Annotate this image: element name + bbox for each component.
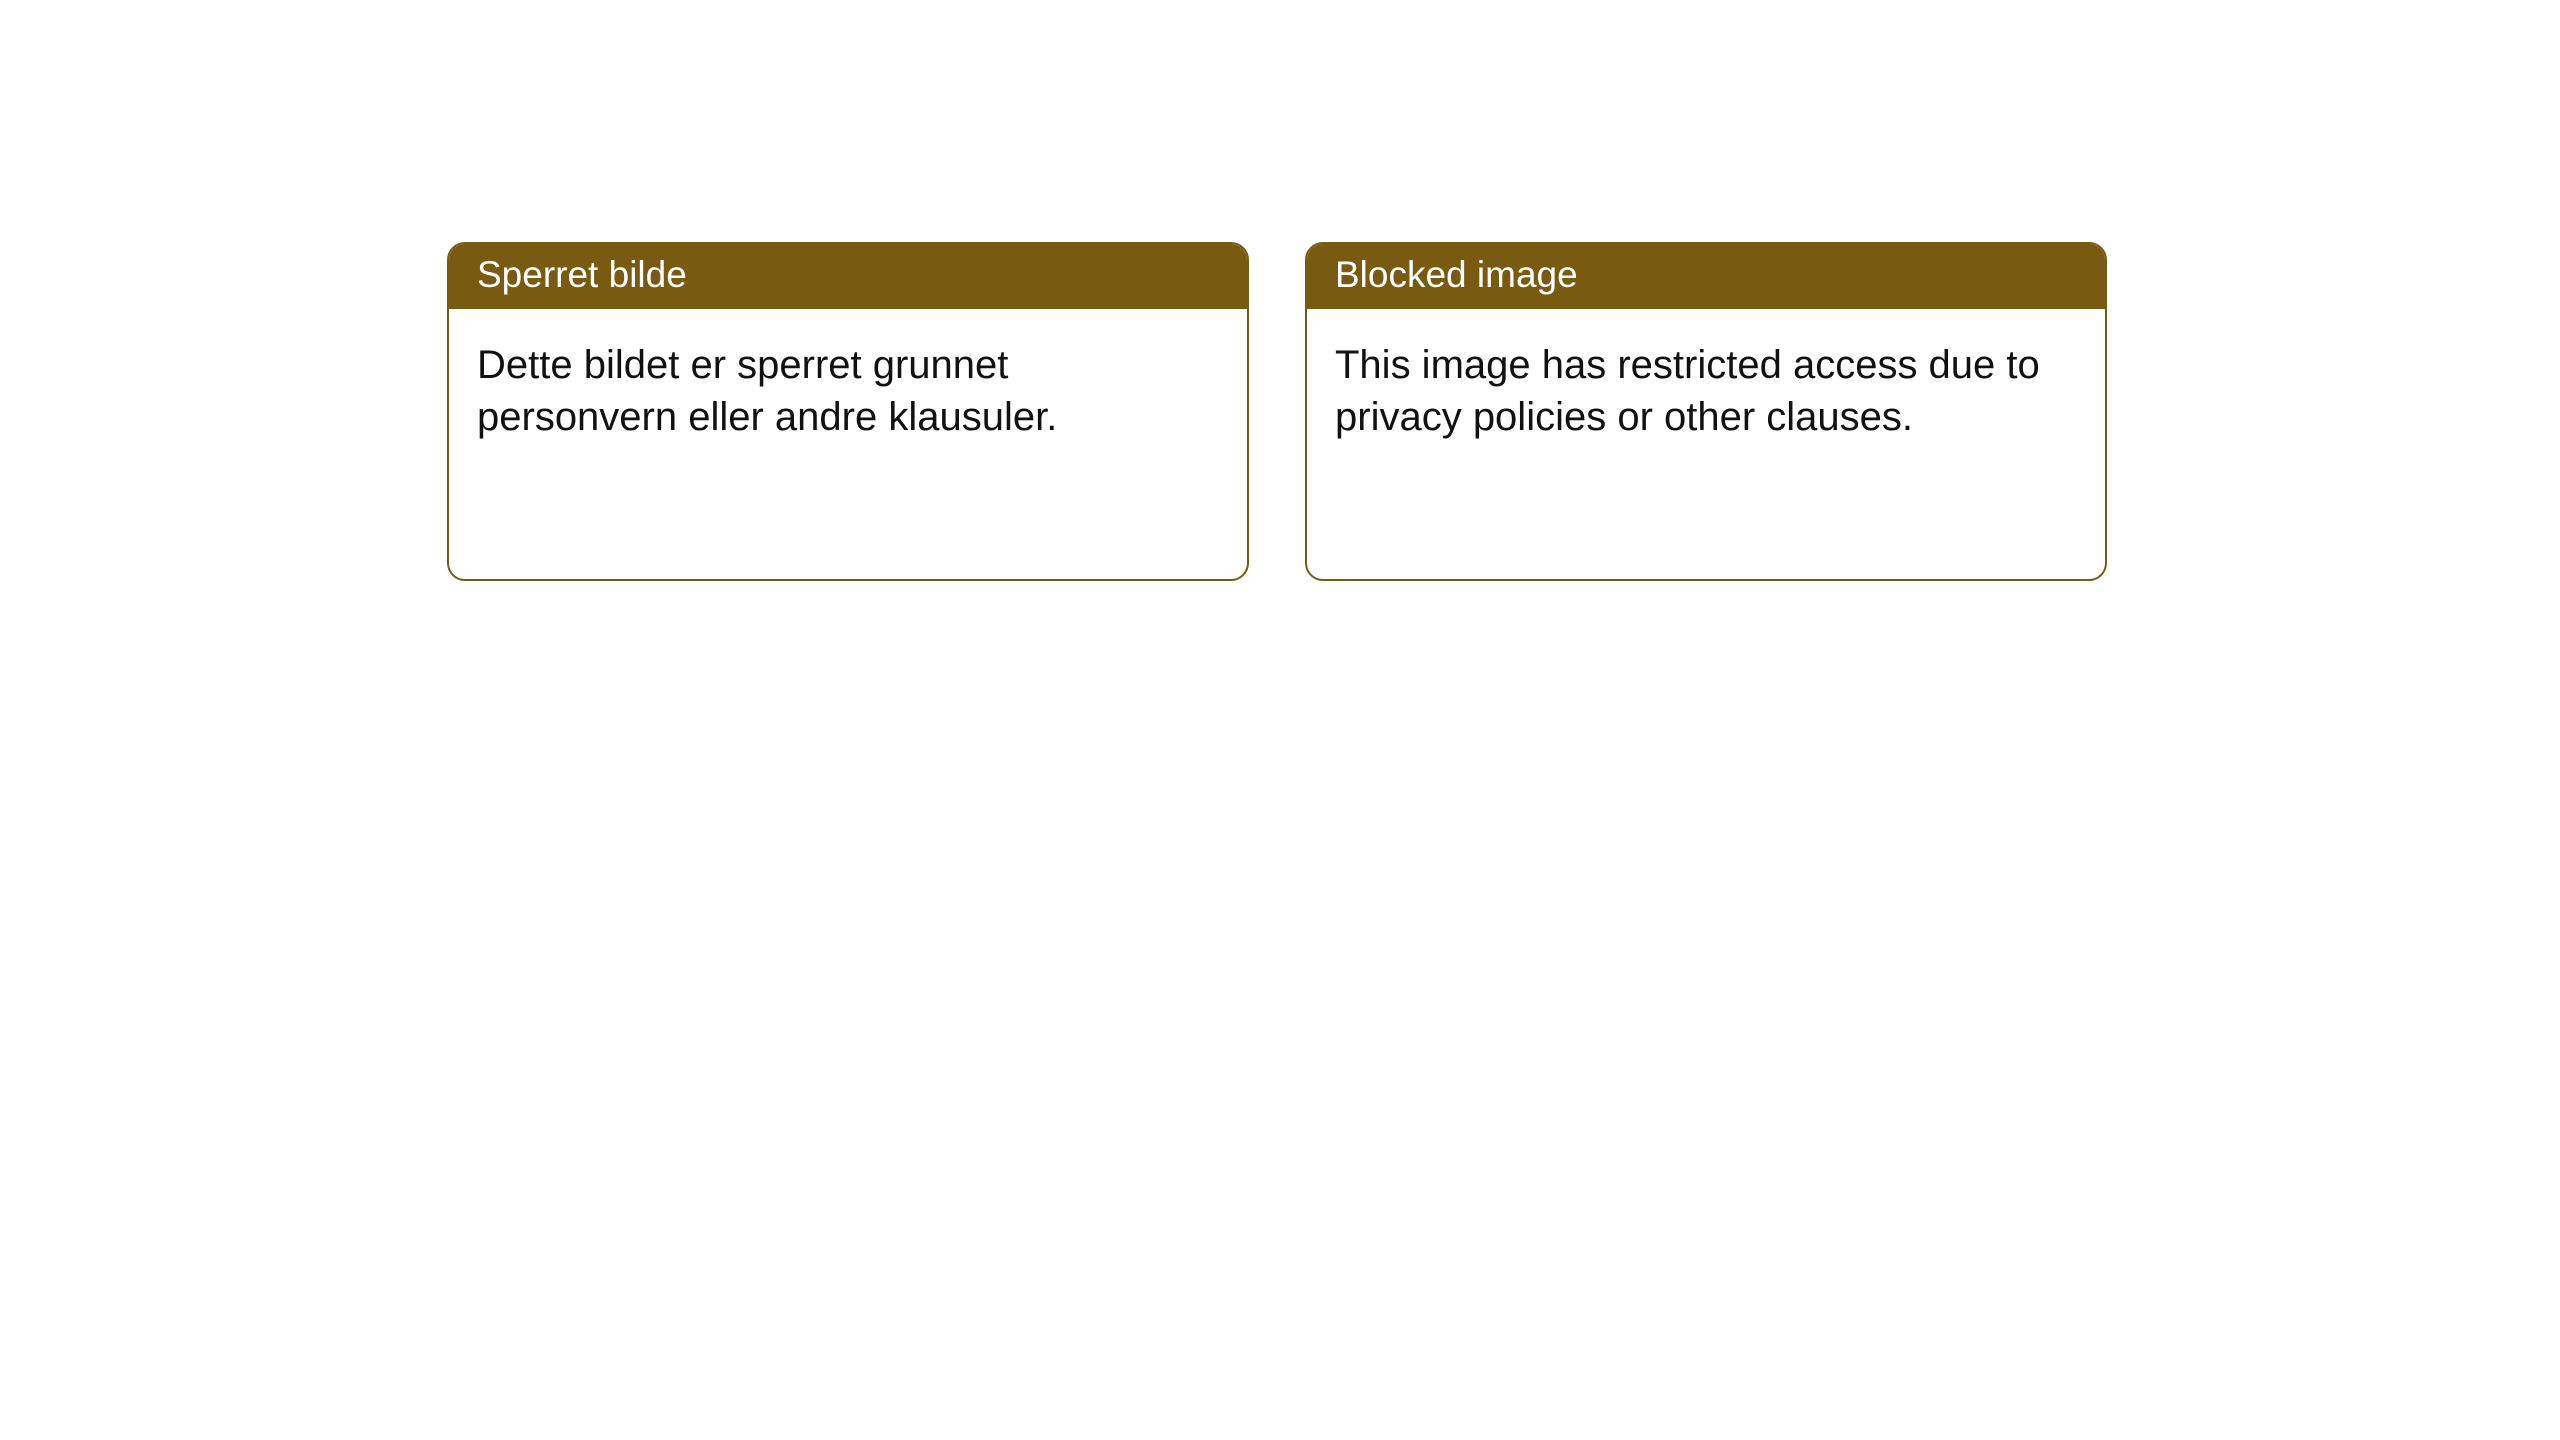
card-header-en: Blocked image [1307, 244, 2105, 309]
blocked-image-card-no: Sperret bilde Dette bildet er sperret gr… [447, 242, 1249, 581]
card-header-no: Sperret bilde [449, 244, 1247, 309]
card-body-en: This image has restricted access due to … [1307, 309, 2105, 443]
blocked-image-card-en: Blocked image This image has restricted … [1305, 242, 2107, 581]
blocked-image-cards-row: Sperret bilde Dette bildet er sperret gr… [447, 242, 2107, 581]
card-body-no: Dette bildet er sperret grunnet personve… [449, 309, 1247, 443]
